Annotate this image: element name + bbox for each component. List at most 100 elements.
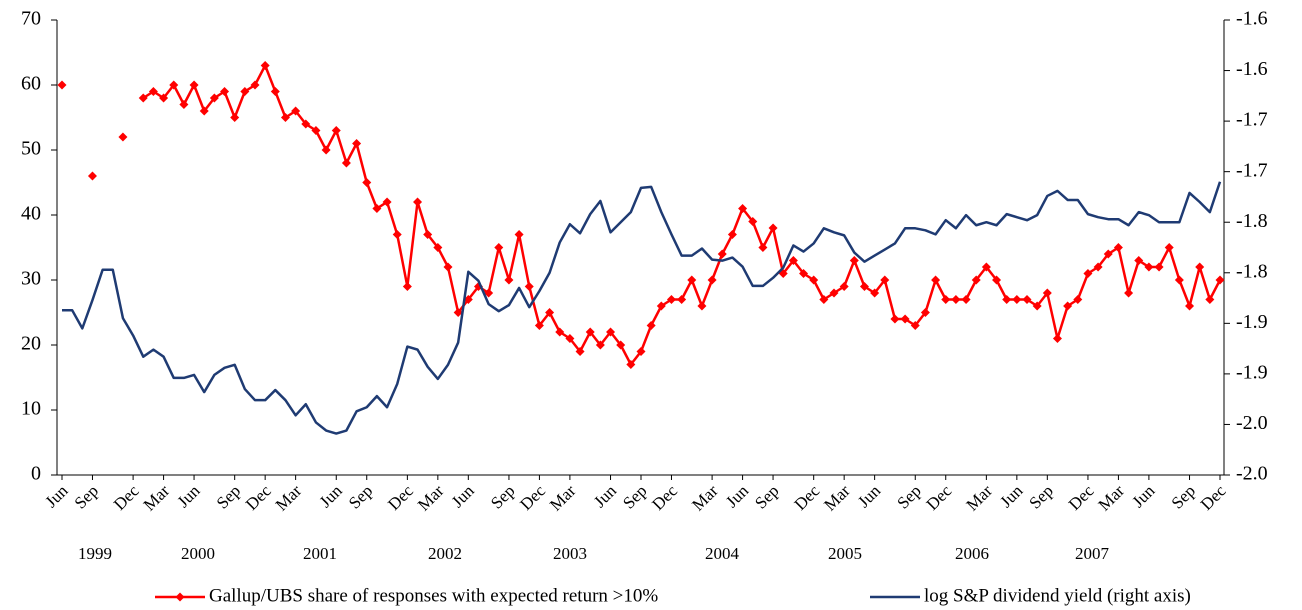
x-tick-label: Dec — [790, 481, 823, 514]
point-marker — [57, 80, 67, 90]
point-marker — [819, 295, 829, 304]
x-tick-label: Sep — [1025, 481, 1056, 512]
year-label: 2002 — [428, 544, 462, 563]
point-marker — [870, 288, 880, 298]
point-marker — [707, 275, 717, 285]
point-marker — [1063, 301, 1073, 311]
point-marker — [260, 61, 270, 70]
point-marker — [463, 295, 473, 304]
point-marker — [1124, 288, 1134, 298]
point-marker — [799, 269, 809, 278]
point-marker — [910, 321, 920, 330]
point-marker — [504, 275, 514, 285]
point-marker — [423, 230, 433, 239]
x-tick-label: Dec — [384, 481, 417, 514]
x-tick-label: Jun — [722, 481, 752, 511]
y-tick-label: 10 — [21, 398, 41, 420]
point-marker — [961, 295, 971, 304]
point-marker — [595, 340, 605, 350]
point-marker — [1103, 249, 1113, 259]
point-marker — [981, 262, 991, 272]
x-tick-label: Mar — [546, 481, 580, 515]
point-marker — [321, 145, 331, 155]
point-marker — [758, 243, 768, 252]
point-marker — [453, 308, 463, 317]
point-marker — [646, 321, 656, 330]
point-marker — [1042, 288, 1052, 298]
x-tick-label: Sep — [213, 481, 244, 512]
y2-tick-label: -1.9 — [1236, 311, 1268, 333]
point-marker — [1154, 262, 1164, 272]
point-marker — [555, 327, 565, 337]
point-marker — [280, 113, 290, 122]
point-marker — [199, 106, 209, 116]
point-marker — [402, 282, 412, 291]
y-tick-label: 60 — [21, 73, 41, 95]
point-marker — [1215, 275, 1225, 285]
year-label: 2006 — [955, 544, 989, 563]
x-tick-label: Jun — [590, 481, 620, 511]
y2-tick-label: -1.6 — [1236, 58, 1268, 80]
x-tick-label: Mar — [820, 481, 854, 515]
x-tick-label: Sep — [893, 481, 924, 512]
year-label: 2004 — [705, 544, 740, 563]
point-marker — [606, 327, 616, 337]
y2-tick-label: -1.7 — [1236, 109, 1268, 131]
point-marker — [372, 204, 382, 213]
point-marker — [585, 327, 595, 337]
point-marker — [1134, 256, 1144, 265]
x-tick-label: Dec — [516, 481, 549, 514]
x-tick-label: Dec — [242, 481, 275, 514]
x-tick-label: Mar — [688, 481, 722, 515]
point-marker — [169, 80, 179, 90]
point-marker — [768, 223, 778, 233]
series-line — [62, 181, 1222, 435]
point-marker — [1052, 334, 1062, 343]
point-marker — [118, 132, 128, 142]
x-tick-label: Dec — [1065, 481, 1098, 514]
y-tick-label: 20 — [21, 333, 41, 355]
point-marker — [616, 340, 626, 350]
x-tick-label: Sep — [1168, 481, 1199, 512]
x-tick-label: Jun — [41, 481, 71, 511]
point-marker — [941, 295, 951, 304]
point-marker — [788, 256, 798, 265]
year-label: 1999 — [78, 544, 112, 563]
y2-tick-label: -1.8 — [1236, 260, 1268, 282]
y-tick-label: 70 — [21, 8, 41, 30]
point-marker — [1022, 295, 1032, 304]
x-tick-label: Jun — [854, 481, 884, 511]
x-tick-label: Mar — [1095, 481, 1129, 515]
point-marker — [484, 288, 494, 298]
point-marker — [1195, 262, 1205, 272]
point-marker — [992, 275, 1002, 285]
point-marker — [687, 275, 697, 285]
x-tick-label: Sep — [487, 481, 518, 512]
point-marker — [1002, 295, 1012, 304]
year-label: 2001 — [303, 544, 337, 563]
point-marker — [727, 230, 737, 239]
point-marker — [1093, 262, 1103, 272]
x-tick-label: Jun — [316, 481, 346, 511]
point-marker — [859, 282, 869, 291]
point-marker — [951, 295, 961, 304]
series-line — [142, 64, 1222, 366]
point-marker — [829, 288, 839, 298]
x-tick-label: Dec — [648, 481, 681, 514]
x-tick-label: Mar — [962, 481, 996, 515]
point-marker — [738, 204, 748, 213]
point-marker — [880, 275, 890, 285]
x-tick-label: Dec — [923, 481, 956, 514]
point-marker — [890, 314, 900, 324]
x-tick-label: Mar — [140, 481, 174, 515]
point-marker — [240, 87, 250, 96]
y-tick-label: 0 — [31, 463, 41, 485]
year-label: 2007 — [1075, 544, 1110, 563]
point-marker — [545, 308, 555, 317]
point-marker — [291, 106, 301, 116]
point-marker — [362, 178, 372, 187]
point-marker — [250, 80, 260, 90]
point-marker — [677, 295, 687, 304]
point-marker — [636, 347, 646, 356]
